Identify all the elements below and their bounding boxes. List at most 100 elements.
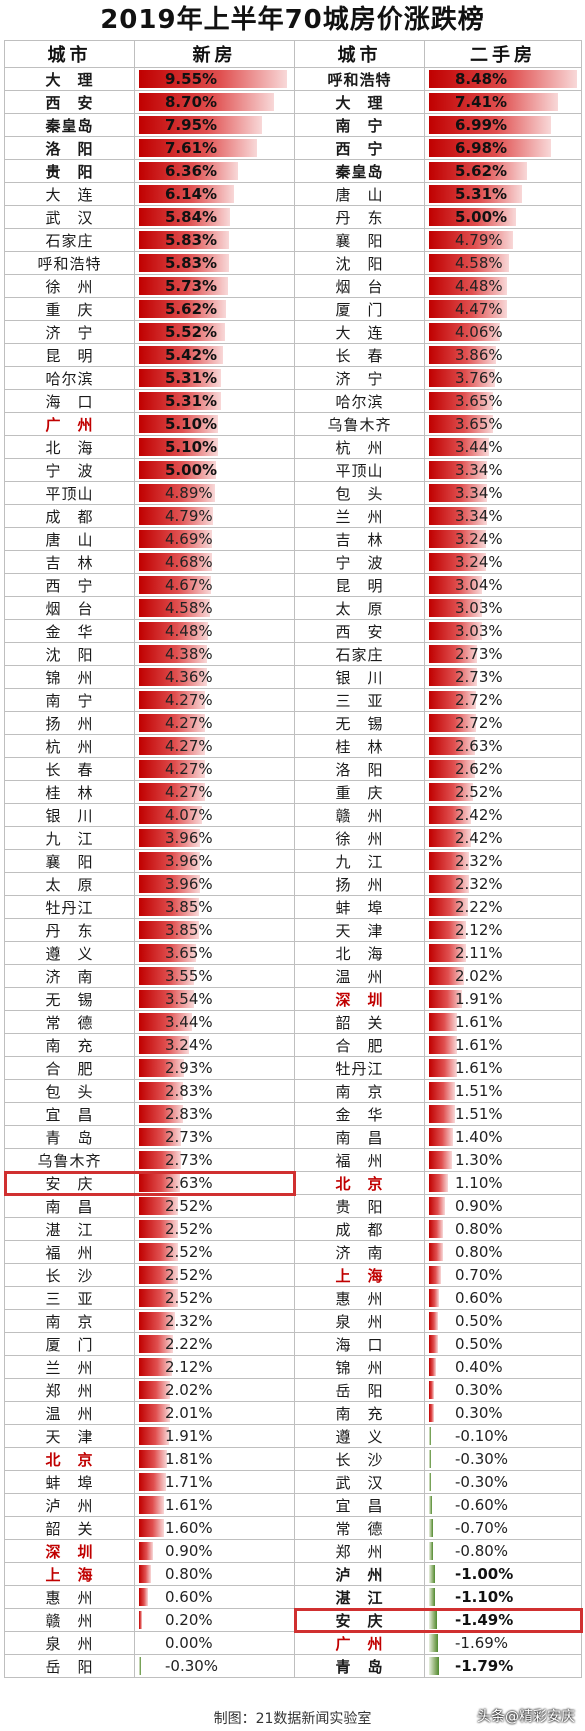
value-label: 4.07% bbox=[165, 806, 213, 824]
value-label: 4.38% bbox=[165, 645, 213, 663]
value-bar bbox=[429, 1565, 435, 1583]
value-label: 5.10% bbox=[165, 438, 218, 456]
value-label: 4.68% bbox=[165, 553, 213, 571]
city-cell: 襄 阳 bbox=[4, 849, 135, 873]
value-label: 5.42% bbox=[165, 346, 218, 364]
value-label: 4.27% bbox=[165, 714, 213, 732]
value-label: 1.61% bbox=[455, 1013, 503, 1031]
table-row: 西 安 8.70% 大 理 7.41% bbox=[4, 90, 582, 114]
city-cell: 无 锡 bbox=[294, 711, 425, 735]
value-label: 3.34% bbox=[455, 484, 503, 502]
value-bar bbox=[429, 714, 476, 732]
value-cell: 2.73% bbox=[134, 1148, 295, 1172]
city-cell: 北 京 bbox=[4, 1447, 135, 1471]
value-cell: 0.20% bbox=[134, 1608, 295, 1632]
value-label: 5.31% bbox=[165, 369, 218, 387]
city-cell: 福 州 bbox=[4, 1240, 135, 1264]
table-row: 大 连 6.14% 唐 山 5.31% bbox=[4, 182, 582, 206]
value-label: 3.85% bbox=[165, 921, 213, 939]
value-label: 2.52% bbox=[165, 1289, 213, 1307]
value-bar bbox=[429, 1335, 438, 1353]
value-bar bbox=[139, 1013, 192, 1031]
value-label: -1.79% bbox=[455, 1657, 514, 1675]
value-bar bbox=[429, 346, 496, 364]
city-cell: 南 宁 bbox=[4, 688, 135, 712]
value-bar bbox=[139, 1427, 169, 1445]
value-bar bbox=[139, 668, 207, 686]
value-bar bbox=[139, 300, 226, 318]
value-label: 3.65% bbox=[455, 415, 503, 433]
value-cell: 4.06% bbox=[424, 320, 582, 344]
table-row: 贵 阳 6.36% 秦皇岛 5.62% bbox=[4, 159, 582, 183]
value-bar bbox=[429, 1634, 438, 1652]
city-cell: 昆 明 bbox=[294, 573, 425, 597]
city-cell: 湛 江 bbox=[4, 1217, 135, 1241]
value-bar bbox=[139, 1657, 141, 1675]
table-row: 遵 义 3.65% 北 海 2.11% bbox=[4, 941, 582, 965]
value-cell: 5.83% bbox=[134, 228, 295, 252]
city-cell: 上 海 bbox=[294, 1263, 425, 1287]
value-label: 6.99% bbox=[455, 116, 508, 134]
city-cell: 哈尔滨 bbox=[4, 366, 135, 390]
table-row: 兰 州 2.12% 锦 州 0.40% bbox=[4, 1355, 582, 1379]
value-cell: 0.60% bbox=[134, 1585, 295, 1609]
city-cell: 吉 林 bbox=[4, 550, 135, 574]
value-bar bbox=[139, 369, 221, 387]
value-cell: 0.90% bbox=[424, 1194, 582, 1218]
value-cell: 3.96% bbox=[134, 849, 295, 873]
value-cell: 5.62% bbox=[134, 297, 295, 321]
city-cell: 长 沙 bbox=[294, 1447, 425, 1471]
value-bar bbox=[139, 1404, 170, 1422]
value-bar bbox=[139, 783, 205, 801]
city-cell: 济 南 bbox=[294, 1240, 425, 1264]
value-bar bbox=[429, 921, 466, 939]
value-cell: 2.63% bbox=[424, 734, 582, 758]
value-bar bbox=[139, 622, 208, 640]
header-second-hand: 二手房 bbox=[424, 40, 582, 68]
city-cell: 大 理 bbox=[4, 67, 135, 91]
city-cell: 洛 阳 bbox=[4, 136, 135, 160]
value-cell: 2.01% bbox=[134, 1401, 295, 1425]
value-cell: 9.55% bbox=[134, 67, 295, 91]
value-cell: 4.58% bbox=[134, 596, 295, 620]
value-label: 2.73% bbox=[455, 668, 503, 686]
value-bar bbox=[429, 1496, 432, 1514]
value-label: 3.85% bbox=[165, 898, 213, 916]
value-bar bbox=[429, 415, 493, 433]
value-bar bbox=[139, 737, 205, 755]
table-row: 济 宁 5.52% 大 连 4.06% bbox=[4, 320, 582, 344]
value-label: 2.52% bbox=[165, 1197, 213, 1215]
value-label: 2.32% bbox=[165, 1312, 213, 1330]
value-bar bbox=[429, 277, 507, 295]
value-cell: 4.69% bbox=[134, 527, 295, 551]
value-bar bbox=[139, 691, 205, 709]
value-bar bbox=[429, 1450, 431, 1468]
value-cell: 0.50% bbox=[424, 1309, 582, 1333]
city-cell: 深 圳 bbox=[294, 987, 425, 1011]
city-cell: 金 华 bbox=[4, 619, 135, 643]
table-row: 唐 山 4.69% 吉 林 3.24% bbox=[4, 527, 582, 551]
city-cell: 秦皇岛 bbox=[4, 113, 135, 137]
value-cell: 3.03% bbox=[424, 619, 582, 643]
city-cell: 乌鲁木齐 bbox=[294, 412, 425, 436]
city-cell: 烟 台 bbox=[294, 274, 425, 298]
table-row: 银 川 4.07% 赣 州 2.42% bbox=[4, 803, 582, 827]
value-cell: 2.32% bbox=[424, 849, 582, 873]
table-row: 青 岛 2.73% 南 昌 1.40% bbox=[4, 1125, 582, 1149]
table-row: 昆 明 5.42% 长 春 3.86% bbox=[4, 343, 582, 367]
value-bar bbox=[139, 1473, 166, 1491]
city-cell: 宜 昌 bbox=[294, 1493, 425, 1517]
value-label: 7.61% bbox=[165, 139, 218, 157]
table-row: 南 宁 4.27% 三 亚 2.72% bbox=[4, 688, 582, 712]
value-label: 5.31% bbox=[165, 392, 218, 410]
city-cell: 北 京 bbox=[294, 1171, 425, 1195]
value-label: 0.60% bbox=[165, 1588, 213, 1606]
value-bar bbox=[139, 1588, 148, 1606]
table-row: 郑 州 2.02% 岳 阳 0.30% bbox=[4, 1378, 582, 1402]
value-cell: 5.31% bbox=[134, 389, 295, 413]
value-bar bbox=[139, 162, 238, 180]
value-bar bbox=[139, 1519, 164, 1537]
value-cell: -0.30% bbox=[424, 1470, 582, 1494]
value-bar bbox=[429, 852, 469, 870]
value-cell: 0.70% bbox=[424, 1263, 582, 1287]
